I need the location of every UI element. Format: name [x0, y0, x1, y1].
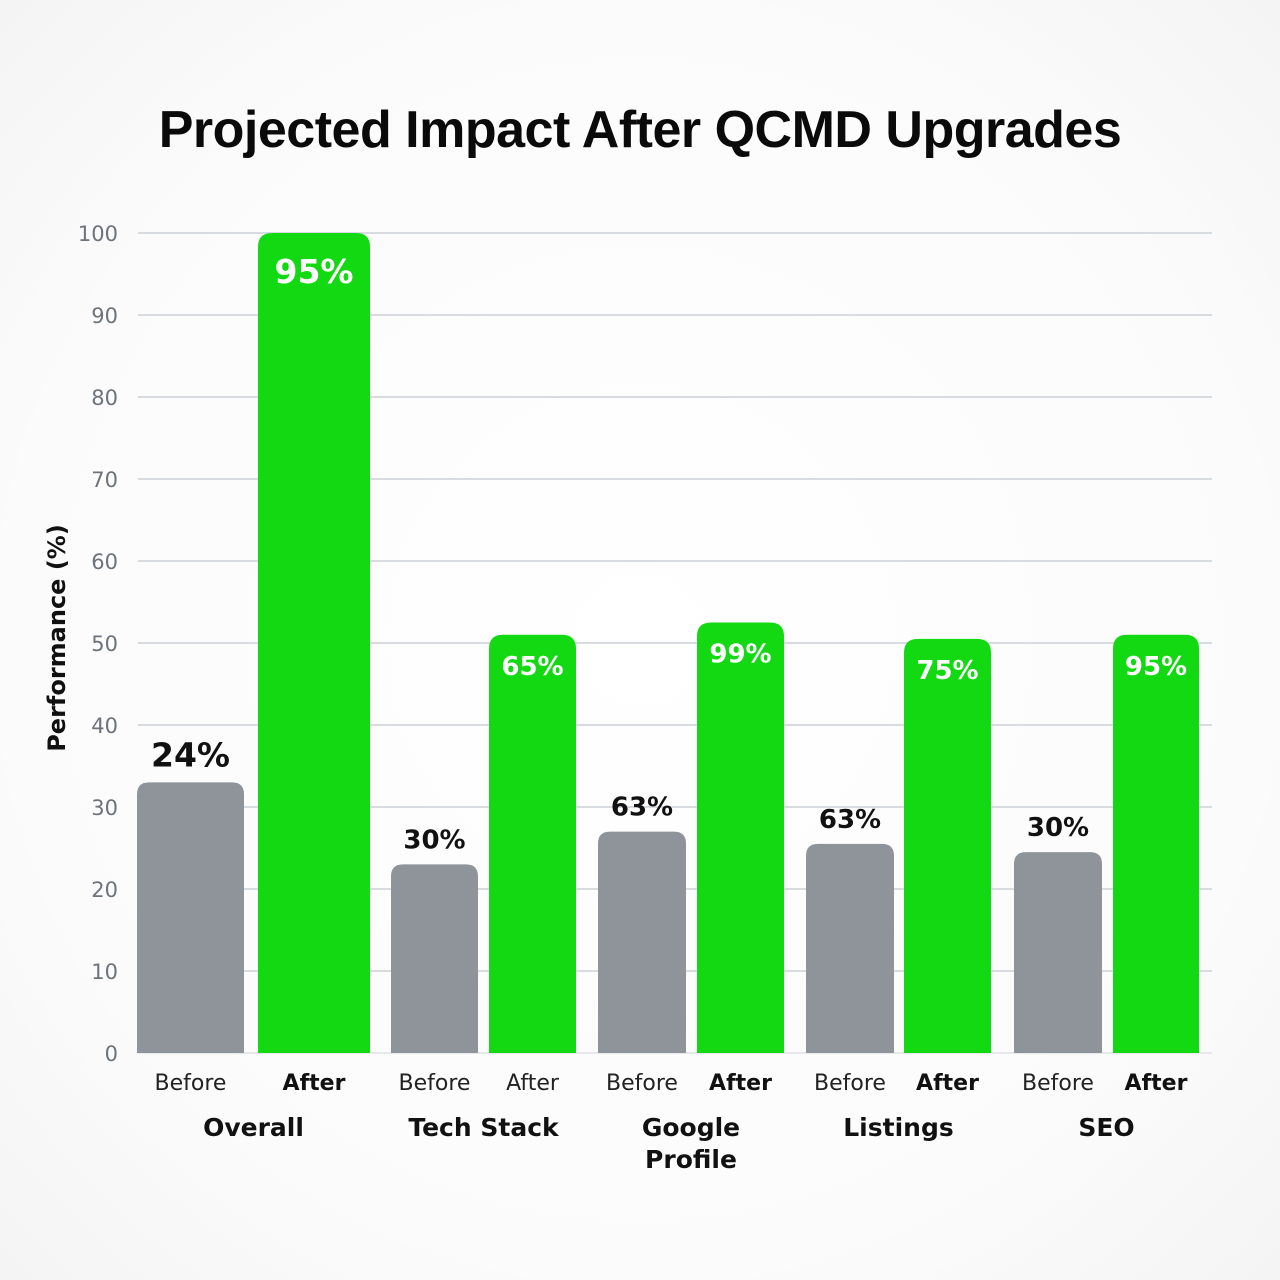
- bar-after: [258, 233, 370, 1053]
- x-sub-label-before: Before: [814, 1071, 886, 1096]
- data-label-before: 24%: [151, 735, 230, 774]
- bar-after: [1113, 634, 1199, 1053]
- bars: [137, 233, 1199, 1053]
- x-sub-label-before: Before: [606, 1071, 678, 1096]
- bar-after: [489, 634, 576, 1053]
- data-label-after: 95%: [275, 252, 354, 291]
- x-sub-label-after: After: [506, 1071, 560, 1096]
- x-category-label: SEO: [1078, 1113, 1134, 1142]
- y-axis-ticks: 0 10 20 30 40 50 60 70 80 90 100: [78, 222, 118, 1066]
- x-axis-labels: Before After Overall Before After Tech Stack B…: [155, 1071, 1188, 1174]
- data-label-after: 99%: [709, 640, 771, 670]
- y-axis-label: Performance (%): [43, 524, 71, 752]
- x-sub-label-before: Before: [155, 1071, 227, 1096]
- y-tick-label: 70: [91, 468, 118, 492]
- bar-before: [1014, 852, 1102, 1053]
- y-tick-label: 10: [91, 960, 118, 984]
- y-tick-label: 30: [91, 796, 118, 820]
- y-tick-label: 40: [91, 714, 118, 738]
- chart-title: Projected Impact After QCMD Upgrades: [158, 101, 1122, 159]
- data-label-before: 30%: [1027, 813, 1089, 843]
- data-label-before: 63%: [611, 793, 673, 823]
- y-tick-label: 20: [91, 878, 118, 902]
- x-category-label: Overall: [203, 1113, 304, 1142]
- data-labels: 24% 95% 30% 65% 63% 99% 63% 75% 30% 95%: [151, 252, 1187, 855]
- y-tick-label: 60: [91, 550, 118, 574]
- bar-before: [391, 864, 478, 1053]
- x-sub-label-after: After: [709, 1071, 772, 1096]
- x-sub-label-after: After: [283, 1071, 346, 1096]
- bar-before: [806, 843, 894, 1053]
- y-tick-label: 90: [91, 304, 118, 328]
- x-category-label: Profile: [645, 1145, 737, 1174]
- bar-before: [598, 831, 686, 1053]
- data-label-after: 95%: [1125, 652, 1187, 682]
- x-sub-label-after: After: [916, 1071, 979, 1096]
- bar-after: [904, 638, 991, 1053]
- y-tick-label: 50: [91, 632, 118, 656]
- x-sub-label-before: Before: [399, 1071, 471, 1096]
- x-category-label: Listings: [843, 1113, 953, 1142]
- bar-after: [697, 622, 784, 1053]
- x-sub-label-before: Before: [1022, 1071, 1094, 1096]
- data-label-after: 75%: [916, 656, 978, 686]
- x-sub-label-after: After: [1125, 1071, 1188, 1096]
- data-label-after: 65%: [501, 652, 563, 682]
- y-tick-label: 100: [78, 222, 118, 246]
- y-tick-label: 80: [91, 386, 118, 410]
- x-category-label: Tech Stack: [408, 1113, 560, 1142]
- bar-before: [137, 782, 244, 1053]
- x-category-label: Google: [642, 1113, 740, 1142]
- y-tick-label: 0: [105, 1042, 118, 1066]
- data-label-before: 30%: [403, 825, 465, 855]
- data-label-before: 63%: [819, 805, 881, 835]
